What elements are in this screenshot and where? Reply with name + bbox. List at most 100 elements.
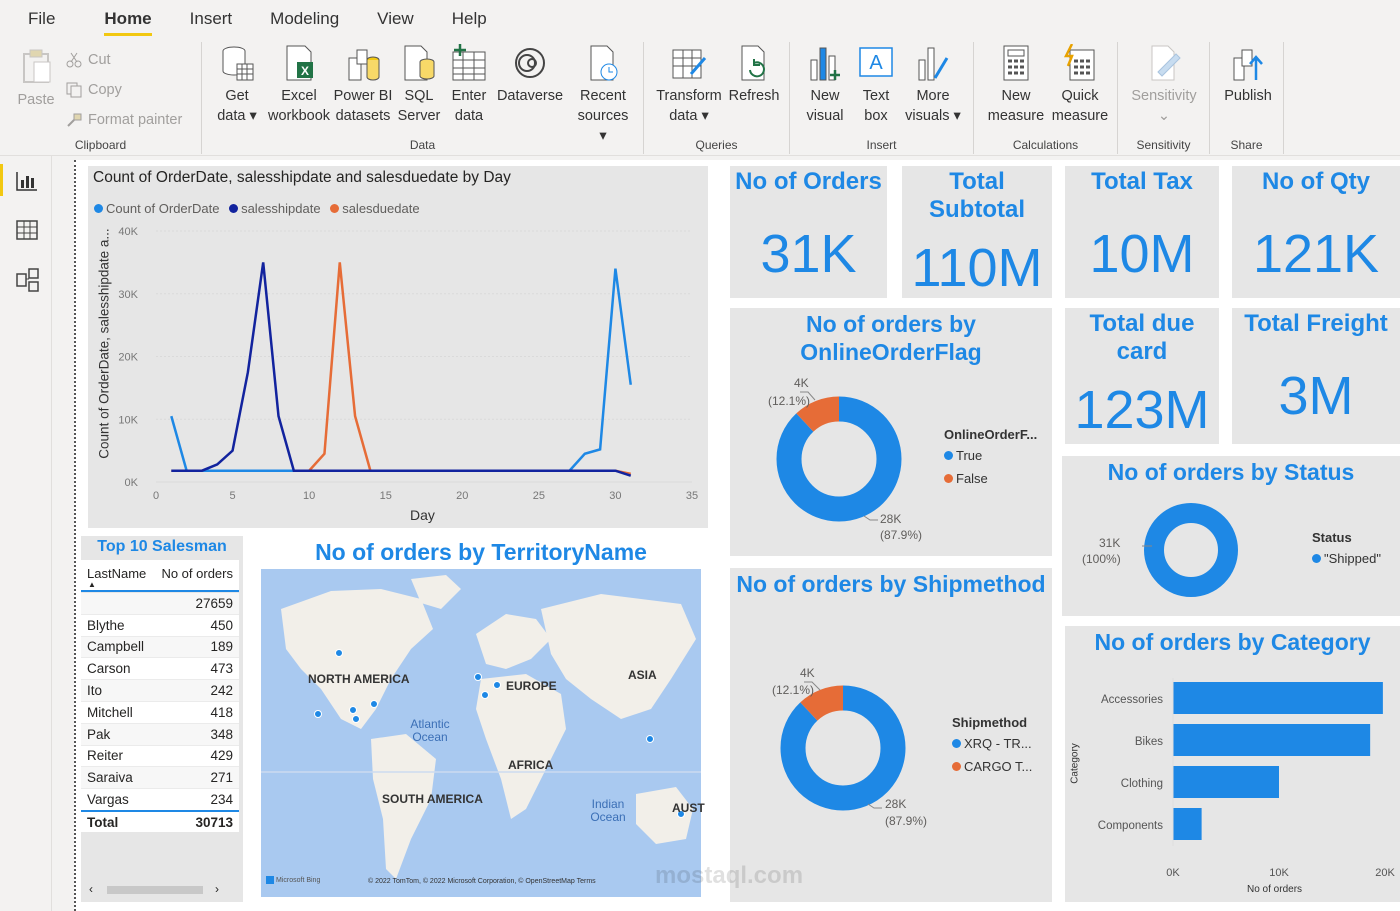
world-map[interactable] xyxy=(261,569,701,897)
map-point[interactable] xyxy=(677,810,685,818)
table-row[interactable]: Mitchell 418 xyxy=(81,702,239,724)
line-chart-visual[interactable]: Count of OrderDate, salesshipdate and sa… xyxy=(88,166,708,528)
legend-item-shipdate[interactable]: salesshipdate xyxy=(229,201,321,216)
table-hscrollbar[interactable]: ‹ › xyxy=(85,882,235,896)
table-row[interactable]: Ito 242 xyxy=(81,680,239,702)
scroll-thumb[interactable] xyxy=(107,886,203,894)
paste-button[interactable]: Paste xyxy=(14,48,58,110)
scroll-right-icon[interactable]: › xyxy=(215,882,219,896)
watermark: mostaql.com xyxy=(655,862,804,889)
cell-lastname: Carson xyxy=(87,661,131,677)
table-row[interactable]: Pak 348 xyxy=(81,723,239,746)
table-row[interactable]: Reiter 429 xyxy=(81,745,239,768)
donut-ship-slice-cargo[interactable] xyxy=(780,685,906,811)
map-point[interactable] xyxy=(646,735,654,743)
category-bar[interactable] xyxy=(1173,682,1383,714)
recent-sources-button[interactable]: Recent sources ▾ xyxy=(574,44,632,146)
cut-button[interactable]: Cut xyxy=(66,52,111,68)
legend-item-duedate[interactable]: salesduedate xyxy=(330,201,420,216)
legend-item-false[interactable]: False xyxy=(944,471,1037,486)
quick-measure-button[interactable]: Quick measure xyxy=(1050,44,1110,126)
donut-online-slice-false[interactable] xyxy=(776,396,902,522)
text-box-button[interactable]: A Text box xyxy=(854,44,898,126)
col-orders[interactable]: No of orders xyxy=(161,566,233,581)
map-point[interactable] xyxy=(335,649,343,657)
donut-ship-slice-xrq[interactable] xyxy=(780,685,906,811)
kpi-card-orders[interactable]: No of Orders 31K xyxy=(730,166,887,298)
sort-asc-icon: ▲ xyxy=(88,580,96,589)
kpi-card-due[interactable]: Total due card 123M xyxy=(1065,308,1219,444)
dataverse-button[interactable]: Dataverse xyxy=(497,44,563,106)
group-data: Get data ▾ X Excel workbook Power BI dat… xyxy=(202,42,644,154)
cell-orders: 271 xyxy=(210,770,233,786)
donut-ship-visual[interactable]: No of orders by Shipmethod 4K (12.1%) 28… xyxy=(730,568,1052,902)
legend-item-cargo[interactable]: CARGO T... xyxy=(952,759,1032,774)
kpi-card-freight[interactable]: Total Freight 3M xyxy=(1232,308,1400,444)
table-row[interactable]: Vargas 234 xyxy=(81,789,239,811)
top-salesman-table[interactable]: Top 10 Salesman LastName No of orders ▲ … xyxy=(81,536,243,902)
table-row[interactable]: Saraiva 271 xyxy=(81,767,239,790)
donut-status-chart xyxy=(1142,503,1238,597)
legend-item-xrq[interactable]: XRQ - TR... xyxy=(952,736,1032,751)
map-point[interactable] xyxy=(370,700,378,708)
menu-insert[interactable]: Insert xyxy=(189,9,233,28)
menu-modeling[interactable]: Modeling xyxy=(270,9,340,28)
transform-data-button[interactable]: Transform data ▾ xyxy=(656,44,722,126)
category-bar-visual[interactable]: No of orders by Category Category No of … xyxy=(1065,626,1400,902)
get-data-button[interactable]: Get data ▾ xyxy=(214,44,260,126)
donut-online-slice-true[interactable] xyxy=(776,396,902,522)
data-view-icon[interactable] xyxy=(14,217,40,243)
cell-orders: 27659 xyxy=(195,595,233,611)
donut-ship-legend-title: Shipmethod xyxy=(952,715,1028,730)
table-row[interactable]: Blythe 450 xyxy=(81,614,239,637)
donut-online-visual[interactable]: No of orders by OnlineOrderFlag 4K (12.1… xyxy=(730,308,1052,556)
menu-view[interactable]: View xyxy=(377,9,414,28)
legend-item-orderdate[interactable]: Count of OrderDate xyxy=(94,201,219,216)
donut-status-visual[interactable]: No of orders by Status 31K (100%) Status… xyxy=(1062,456,1400,616)
donut-status-slice-shipped[interactable] xyxy=(1144,503,1238,597)
more-visuals-button[interactable]: More visuals ▾ xyxy=(902,44,964,126)
menu-home[interactable]: Home xyxy=(85,0,170,38)
model-view-icon[interactable] xyxy=(14,267,40,293)
map-point[interactable] xyxy=(493,681,501,689)
category-bar[interactable] xyxy=(1173,724,1371,756)
legend-item-true[interactable]: True xyxy=(944,448,1037,463)
enter-data-button[interactable]: Enter data xyxy=(450,44,488,126)
kpi-title-orders: No of Orders xyxy=(735,168,882,195)
report-view-icon[interactable] xyxy=(14,168,40,194)
map-point[interactable] xyxy=(349,706,357,714)
new-visual-button[interactable]: New visual xyxy=(802,44,848,126)
series-line-1[interactable] xyxy=(171,262,632,477)
sql-server-button[interactable]: SQL Server xyxy=(398,44,440,126)
table-row[interactable]: 27659 xyxy=(81,593,239,615)
excel-button[interactable]: X Excel workbook xyxy=(268,44,330,126)
sensitivity-button[interactable]: Sensitivity ⌄ xyxy=(1128,44,1200,126)
kpi-card-subtotal[interactable]: Total Subtotal 110M xyxy=(902,166,1052,298)
cell-lastname: Reiter xyxy=(87,748,124,764)
map-visual[interactable]: No of orders by TerritoryName NORTH AMER… xyxy=(258,536,705,902)
new-measure-button[interactable]: New measure xyxy=(986,44,1046,126)
legend-dot-orange xyxy=(330,204,340,213)
map-point[interactable] xyxy=(474,673,482,681)
map-point[interactable] xyxy=(314,710,322,718)
format-painter-button[interactable]: Format painter xyxy=(66,112,182,128)
copy-button[interactable]: Copy xyxy=(66,82,122,98)
legend-item-shipped[interactable]: "Shipped" xyxy=(1312,551,1381,566)
powerbi-datasets-button[interactable]: Power BI datasets xyxy=(332,44,394,126)
category-bar[interactable] xyxy=(1173,766,1279,798)
map-point[interactable] xyxy=(481,691,489,699)
col-lastname[interactable]: LastName xyxy=(87,566,147,581)
menu-help[interactable]: Help xyxy=(451,9,487,28)
table-row[interactable]: Campbell 189 xyxy=(81,636,239,659)
donut-status-label: 31K xyxy=(1099,536,1121,550)
kpi-card-qty[interactable]: No of Qty 121K xyxy=(1232,166,1400,298)
menu-file[interactable]: File xyxy=(28,9,56,28)
kpi-card-tax[interactable]: Total Tax 10M xyxy=(1065,166,1219,298)
category-bar[interactable] xyxy=(1173,808,1202,840)
map-point[interactable] xyxy=(352,715,360,723)
series-line-0[interactable] xyxy=(170,268,632,472)
refresh-button[interactable]: Refresh xyxy=(728,44,780,106)
publish-button[interactable]: Publish xyxy=(1218,44,1278,106)
scroll-left-icon[interactable]: ‹ xyxy=(89,882,93,896)
table-row[interactable]: Carson 473 xyxy=(81,658,239,681)
